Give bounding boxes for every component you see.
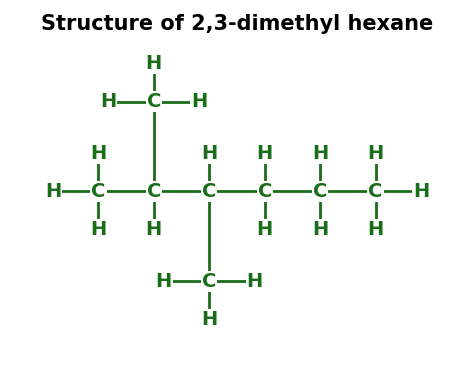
Text: C: C	[202, 182, 217, 201]
Text: H: H	[146, 220, 162, 239]
Text: C: C	[146, 182, 161, 201]
Text: H: H	[191, 92, 208, 111]
Text: H: H	[45, 182, 61, 201]
Text: H: H	[201, 310, 218, 329]
Text: H: H	[201, 144, 218, 163]
Text: H: H	[312, 144, 328, 163]
Text: C: C	[313, 182, 328, 201]
Text: H: H	[256, 220, 273, 239]
Text: Structure of 2,3-dimethyl hexane: Structure of 2,3-dimethyl hexane	[41, 14, 433, 34]
Text: C: C	[146, 92, 161, 111]
Text: H: H	[90, 220, 107, 239]
Text: H: H	[100, 92, 117, 111]
Text: H: H	[367, 144, 384, 163]
Text: H: H	[312, 220, 328, 239]
Text: C: C	[257, 182, 272, 201]
Text: H: H	[367, 220, 384, 239]
Text: C: C	[91, 182, 106, 201]
Text: C: C	[368, 182, 383, 201]
Text: H: H	[155, 272, 172, 291]
Text: H: H	[413, 182, 429, 201]
Text: C: C	[202, 272, 217, 291]
Text: H: H	[256, 144, 273, 163]
Text: H: H	[90, 144, 107, 163]
Text: H: H	[146, 54, 162, 73]
Text: H: H	[246, 272, 263, 291]
